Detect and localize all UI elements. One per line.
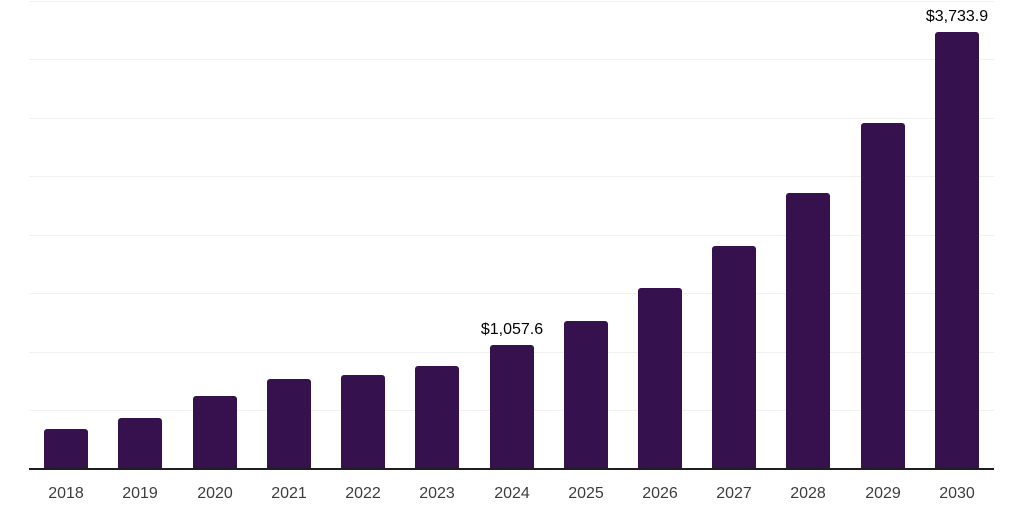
x-tick-2023: 2023 bbox=[419, 485, 455, 502]
x-tick-2024: 2024 bbox=[494, 485, 530, 502]
x-tick-2025: 2025 bbox=[568, 485, 604, 502]
bar-2027 bbox=[712, 246, 756, 469]
gridline bbox=[29, 293, 994, 294]
x-axis-line bbox=[29, 468, 994, 470]
x-tick-2018: 2018 bbox=[48, 485, 84, 502]
x-tick-2021: 2021 bbox=[271, 485, 307, 502]
gridline bbox=[29, 176, 994, 177]
x-tick-2027: 2027 bbox=[716, 485, 752, 502]
x-tick-2019: 2019 bbox=[122, 485, 158, 502]
bar-2021 bbox=[267, 379, 311, 469]
bar-2019 bbox=[118, 418, 162, 469]
bar-2022 bbox=[341, 375, 385, 469]
x-tick-2029: 2029 bbox=[865, 485, 901, 502]
value-label-2030: $3,733.9 bbox=[925, 8, 989, 25]
gridline bbox=[29, 118, 994, 119]
bar-2023 bbox=[415, 366, 459, 469]
bar-2024 bbox=[490, 345, 534, 469]
x-tick-2022: 2022 bbox=[345, 485, 381, 502]
x-tick-2026: 2026 bbox=[642, 485, 678, 502]
x-tick-2020: 2020 bbox=[197, 485, 233, 502]
x-tick-2028: 2028 bbox=[790, 485, 826, 502]
bar-2029 bbox=[861, 123, 905, 469]
x-tick-2030: 2030 bbox=[939, 485, 975, 502]
bar-2025 bbox=[564, 321, 608, 469]
bar-2020 bbox=[193, 396, 237, 469]
bar-2026 bbox=[638, 288, 682, 469]
gridline bbox=[29, 59, 994, 60]
gridline bbox=[29, 1, 994, 2]
bar-2028 bbox=[786, 193, 830, 469]
bar-2030 bbox=[935, 32, 979, 469]
value-label-2024: $1,057.6 bbox=[480, 321, 544, 338]
gridline bbox=[29, 235, 994, 236]
bar-2018 bbox=[44, 429, 88, 469]
